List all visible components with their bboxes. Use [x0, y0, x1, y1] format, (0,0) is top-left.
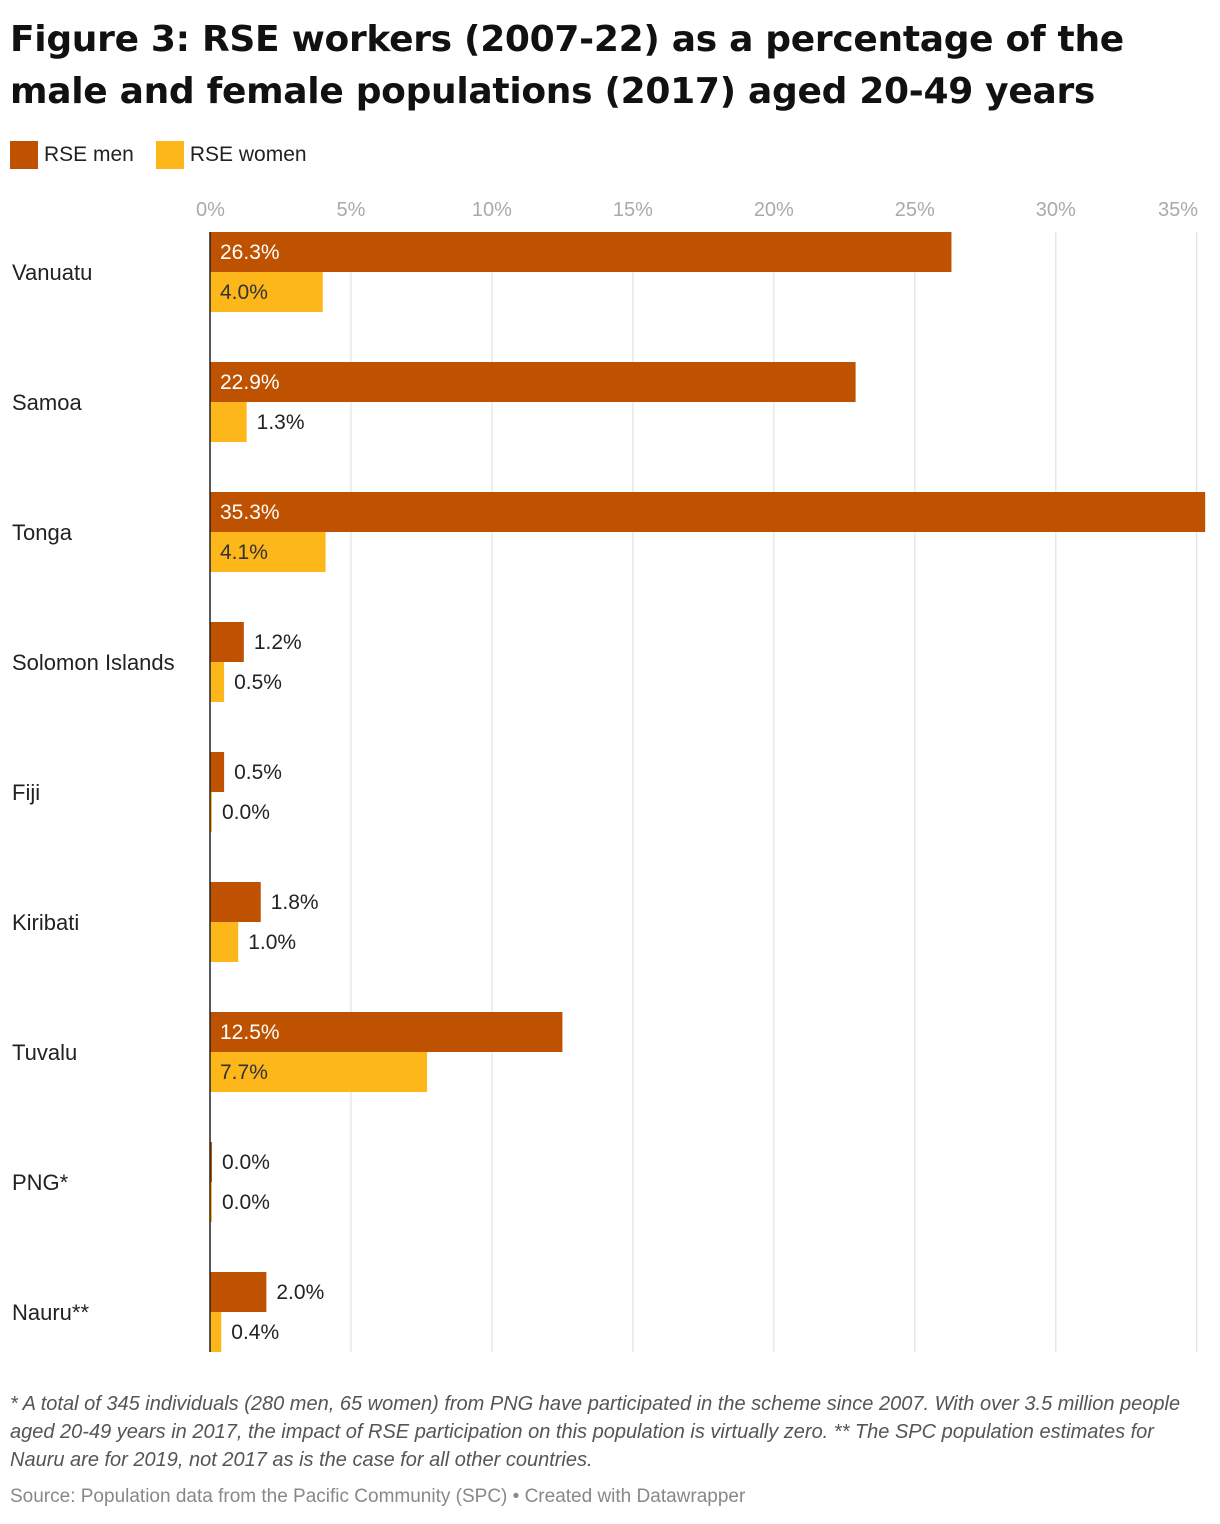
- bar-women: [210, 532, 326, 572]
- data-label: 1.0%: [248, 931, 296, 954]
- legend-label-men: RSE men: [44, 143, 134, 166]
- bar-women: [210, 922, 239, 962]
- bar-women: [210, 272, 323, 312]
- legend-item-women: RSE women: [155, 141, 307, 169]
- bar-women: [210, 1312, 222, 1352]
- data-label: 35.3%: [220, 501, 280, 524]
- bar-women: [210, 792, 212, 832]
- data-label: 1.3%: [257, 411, 305, 434]
- category-label: Tonga: [12, 520, 73, 545]
- data-label: 1.2%: [254, 631, 302, 654]
- chart-title: Figure 3: RSE workers (2007-22) as a per…: [10, 19, 1124, 112]
- data-label: 22.9%: [220, 371, 280, 394]
- data-label: 12.5%: [220, 1021, 280, 1044]
- legend-item-men: RSE men: [10, 141, 134, 169]
- data-label: 2.0%: [276, 1281, 324, 1304]
- category-label: Samoa: [12, 390, 82, 415]
- category-label: Solomon Islands: [12, 650, 175, 675]
- bar-men: [210, 232, 952, 272]
- bar-women: [210, 662, 225, 702]
- data-label: 7.7%: [220, 1061, 268, 1084]
- bar-men: [210, 362, 856, 402]
- data-label: 1.8%: [271, 891, 319, 914]
- bar-women: [210, 1052, 428, 1092]
- x-tick-label: 25%: [895, 199, 935, 221]
- legend-label-women: RSE women: [189, 143, 307, 166]
- x-tick-label: 10%: [472, 199, 512, 221]
- bar-men: [210, 752, 225, 792]
- x-tick-label: 5%: [337, 199, 366, 221]
- bar-women: [210, 1182, 212, 1222]
- data-label: 0.5%: [234, 761, 282, 784]
- category-label: Kiribati: [12, 910, 79, 935]
- legend-swatch-women: [155, 141, 184, 169]
- category-label: Nauru**: [12, 1300, 89, 1325]
- legend: RSE men RSE women: [10, 140, 329, 170]
- bar-men: [210, 1142, 212, 1182]
- bar-men: [210, 1012, 563, 1052]
- x-tick-label: 35%: [1158, 199, 1198, 221]
- category-label: Tuvalu: [12, 1040, 77, 1065]
- data-label: 4.1%: [220, 541, 268, 564]
- bar-men: [210, 622, 244, 662]
- data-label: 0.0%: [222, 1151, 270, 1174]
- data-label: 4.0%: [220, 281, 268, 304]
- source-line: Source: Population data from the Pacific…: [10, 1486, 746, 1507]
- x-tick-label: 0%: [196, 199, 225, 221]
- data-label: 0.4%: [231, 1321, 279, 1344]
- bar-men: [210, 492, 1206, 532]
- legend-swatch-men: [10, 141, 38, 169]
- x-tick-label: 20%: [754, 199, 794, 221]
- bar-men: [210, 1272, 267, 1312]
- bar-women: [210, 402, 247, 442]
- data-label: 0.0%: [222, 801, 270, 824]
- bar-chart: 0% 5% 10% 15% 20% 25% 30% 35% Vanuatu 26.3% 4.0% Sa…: [12, 199, 1206, 1352]
- x-tick-label: 15%: [613, 199, 653, 221]
- bar-men: [210, 882, 261, 922]
- data-label: 0.5%: [234, 671, 282, 694]
- category-label: Vanuatu: [12, 260, 92, 285]
- footnote: * A total of 345 individuals (280 men, 6…: [10, 1393, 1181, 1471]
- category-label: PNG*: [12, 1170, 69, 1195]
- x-tick-label: 30%: [1036, 199, 1076, 221]
- data-label: 26.3%: [220, 241, 280, 264]
- category-label: Fiji: [12, 780, 40, 805]
- data-label: 0.0%: [222, 1191, 270, 1214]
